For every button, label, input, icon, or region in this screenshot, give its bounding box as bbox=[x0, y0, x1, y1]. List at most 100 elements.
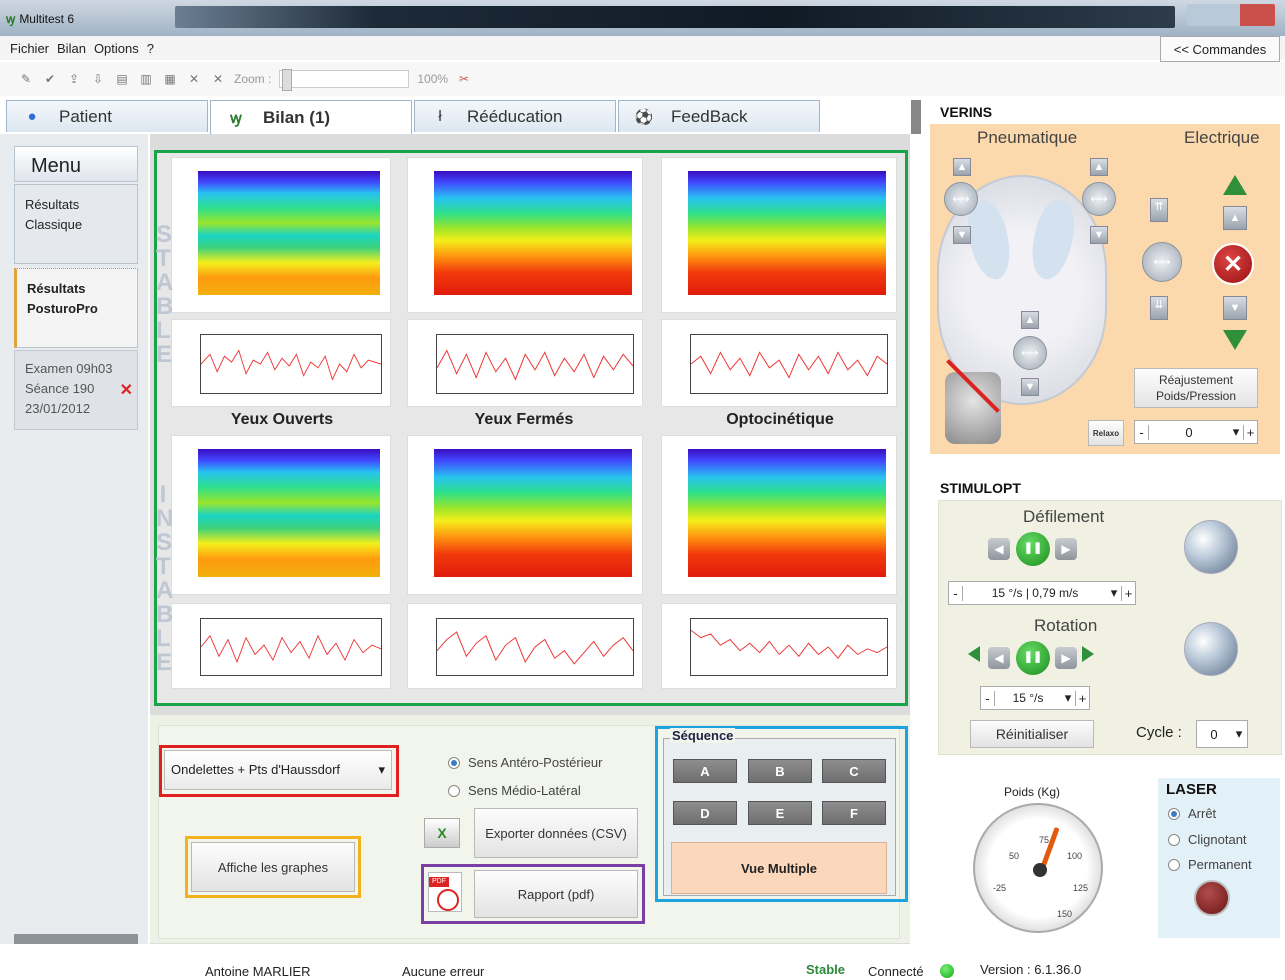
sequence-button-e[interactable]: E bbox=[748, 801, 812, 825]
chart-icon[interactable]: ▦ bbox=[164, 72, 176, 86]
readjust-button[interactable]: Réajustement Poids/Pression bbox=[1134, 368, 1258, 408]
right-up-button[interactable]: ▲ bbox=[1090, 158, 1108, 176]
report-pdf-button[interactable]: Rapport (pdf) bbox=[474, 870, 638, 918]
relax-button[interactable]: Relaxo bbox=[1088, 420, 1124, 446]
left-up-button[interactable]: ▲ bbox=[953, 158, 971, 176]
electric-actuator-button[interactable]: ⟷ bbox=[1142, 242, 1182, 282]
laser-dot-permanent[interactable] bbox=[1168, 858, 1180, 871]
cycle-select[interactable]: 0 ▾ bbox=[1196, 720, 1248, 748]
row-label-instable: INSTABLE bbox=[156, 481, 174, 676]
radio-dot-ml[interactable] bbox=[448, 784, 460, 797]
left-scrollbar[interactable] bbox=[14, 934, 138, 944]
sequence-button-f[interactable]: F bbox=[822, 801, 886, 825]
column-title-optocinetique: Optocinétique bbox=[726, 411, 834, 428]
close-all-icon[interactable]: ✕ bbox=[188, 72, 200, 86]
export-csv-button[interactable]: Exporter données (CSV) bbox=[474, 808, 638, 858]
cycle-value: 0 bbox=[1210, 726, 1218, 742]
tab-bilan[interactable]: ꝡ Bilan (1) bbox=[210, 100, 412, 134]
tab-feedback[interactable]: ⚽ FeedBack bbox=[618, 100, 820, 132]
stop-icon[interactable]: ✕ bbox=[1212, 243, 1254, 285]
rotation-play-button[interactable]: ❚❚ bbox=[1016, 641, 1050, 675]
right-actuator-button[interactable]: ⟷ bbox=[1082, 182, 1116, 216]
rotation-plus[interactable]: + bbox=[1075, 690, 1089, 706]
menu-bilan[interactable]: Bilan bbox=[57, 40, 86, 56]
menu-item-resultats-posturopro[interactable]: Résultats PosturoPro bbox=[14, 268, 138, 348]
spectrogram-instable-opto bbox=[661, 435, 897, 595]
wand-icon[interactable]: ✎ bbox=[20, 72, 32, 86]
compressor-icon[interactable] bbox=[945, 372, 1001, 444]
reset-button[interactable]: Réinitialiser bbox=[970, 720, 1094, 748]
defilement-next-button[interactable]: ▶ bbox=[1055, 538, 1077, 560]
delete-exam-icon[interactable]: ✕ bbox=[119, 382, 133, 399]
radio-medio-lateral[interactable]: Sens Médio-Latéral bbox=[448, 783, 581, 798]
spinner-plus[interactable]: + bbox=[1243, 424, 1257, 440]
laser-dot-clignotant[interactable] bbox=[1168, 833, 1180, 846]
electric-up-button[interactable]: ▲ bbox=[1223, 206, 1247, 230]
fast-down-button[interactable]: ⇊ bbox=[1150, 296, 1168, 320]
speed-minus[interactable]: - bbox=[949, 585, 963, 601]
chevron-down-icon[interactable]: ▾ bbox=[1232, 424, 1240, 439]
tab-reeducation[interactable]: ł Rééducation bbox=[414, 100, 616, 132]
method-select[interactable]: Ondelettes + Pts d'Haussdorf ▾ bbox=[164, 750, 392, 790]
menu-fichier[interactable]: Fichier bbox=[10, 40, 50, 56]
laser-radio-permanent[interactable]: Permanent bbox=[1168, 857, 1252, 872]
show-graphs-button[interactable]: Affiche les graphes bbox=[191, 842, 355, 892]
sequence-button-c[interactable]: C bbox=[822, 759, 886, 783]
folder-icon[interactable]: ▤ bbox=[116, 72, 128, 86]
panel-splitter[interactable] bbox=[911, 100, 921, 134]
laser-radio-clignotant[interactable]: Clignotant bbox=[1168, 832, 1247, 847]
commands-button[interactable]: << Commandes bbox=[1160, 36, 1280, 62]
down-arrow-icon[interactable] bbox=[1223, 330, 1247, 350]
rotate-left-arrow-icon[interactable] bbox=[968, 646, 980, 662]
speed-plus[interactable]: + bbox=[1121, 585, 1135, 601]
spinner-minus[interactable]: - bbox=[1135, 424, 1149, 440]
verins-spinner[interactable]: - 0 ▾ + bbox=[1134, 420, 1258, 444]
multi-view-button[interactable]: Vue Multiple bbox=[671, 842, 887, 894]
tools-icon[interactable]: ✂ bbox=[459, 72, 470, 86]
zoom-slider[interactable] bbox=[279, 69, 410, 91]
up-arrow-icon[interactable] bbox=[1223, 175, 1247, 195]
defilement-speed-select[interactable]: - 15 °/s | 0,79 m/s ▾ + bbox=[948, 581, 1136, 605]
sequence-button-a[interactable]: A bbox=[673, 759, 737, 783]
user-icon: ● bbox=[27, 108, 37, 125]
gauge-tick: 150 bbox=[1057, 909, 1073, 919]
menu-help[interactable]: ? bbox=[146, 40, 154, 56]
sequence-button-d[interactable]: D bbox=[673, 801, 737, 825]
defilement-play-button[interactable]: ❚❚ bbox=[1016, 532, 1050, 566]
rotation-next-button[interactable]: ▶ bbox=[1055, 647, 1077, 669]
import-icon[interactable]: ⇩ bbox=[92, 72, 104, 86]
menu-bar: Fichier Bilan Options ? bbox=[0, 36, 1285, 60]
radio-dot-ap[interactable] bbox=[448, 756, 460, 769]
rotation-speed-select[interactable]: - 15 °/s ▾ + bbox=[980, 686, 1090, 710]
tab-patient[interactable]: ● Patient bbox=[6, 100, 208, 132]
electrique-label: Electrique bbox=[1184, 128, 1260, 147]
fast-up-button[interactable]: ⇈ bbox=[1150, 198, 1168, 222]
window-controls[interactable] bbox=[1187, 4, 1275, 26]
laser-dot-arret[interactable] bbox=[1168, 807, 1180, 820]
check-icon[interactable]: ✔ bbox=[44, 72, 56, 86]
exam-entry[interactable]: Examen 09h03 Séance 190 23/01/2012 ✕ bbox=[14, 350, 138, 430]
left-actuator-button[interactable]: ⟷ bbox=[944, 182, 978, 216]
menu-item-resultats-classique[interactable]: Résultats Classique bbox=[14, 184, 138, 264]
rotation-minus[interactable]: - bbox=[981, 690, 995, 706]
menu-options[interactable]: Options bbox=[93, 40, 139, 56]
left-down-button[interactable]: ▼ bbox=[953, 226, 971, 244]
chevron-down-icon[interactable]: ▾ bbox=[1064, 690, 1072, 705]
right-down-button[interactable]: ▼ bbox=[1090, 226, 1108, 244]
rotation-prev-button[interactable]: ◀ bbox=[988, 647, 1010, 669]
center-up-button[interactable]: ▲ bbox=[1021, 311, 1039, 329]
laser-radio-arret[interactable]: Arrêt bbox=[1168, 806, 1216, 821]
stimulopt-title: STIMULOPT bbox=[940, 480, 1021, 496]
rotate-right-arrow-icon[interactable] bbox=[1082, 646, 1094, 662]
close-icon[interactable]: ✕ bbox=[212, 72, 224, 86]
center-down-button[interactable]: ▼ bbox=[1021, 378, 1039, 396]
defilement-prev-button[interactable]: ◀ bbox=[988, 538, 1010, 560]
chevron-down-icon[interactable]: ▾ bbox=[1110, 585, 1118, 600]
sequence-button-b[interactable]: B bbox=[748, 759, 812, 783]
radio-antero-posterieur[interactable]: Sens Antéro-Postérieur bbox=[448, 755, 602, 770]
trash-icon[interactable]: ▥ bbox=[140, 72, 152, 86]
center-actuator-button[interactable]: ⟷ bbox=[1013, 336, 1047, 370]
electric-down-button[interactable]: ▼ bbox=[1223, 296, 1247, 320]
exam-time: Examen 09h03 bbox=[25, 361, 113, 376]
export-icon[interactable]: ⇪ bbox=[68, 72, 80, 86]
